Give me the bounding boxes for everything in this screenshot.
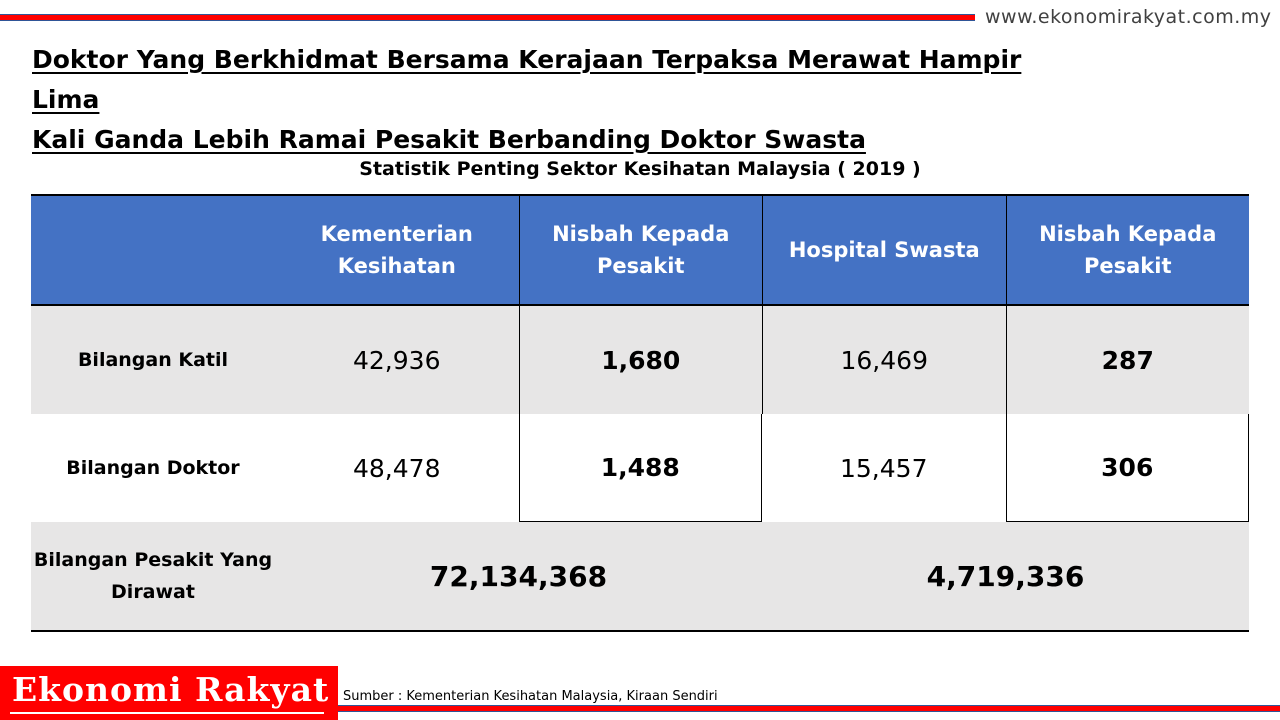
table-row: Bilangan Katil 42,936 1,680 16,469 287 (31, 306, 1249, 414)
swasta-ratio-value: 287 (1005, 306, 1250, 414)
site-url: www.ekonomirakyat.com.my (985, 6, 1272, 28)
table-row: Bilangan Doktor 48,478 1,488 15,457 306 (31, 414, 1249, 522)
stats-table: Kementerian Kesihatan Nisbah Kepada Pesa… (31, 194, 1249, 632)
swasta-patients: 4,719,336 (926, 559, 1085, 593)
table-header: Kementerian Kesihatan Nisbah Kepada Pesa… (31, 194, 1249, 306)
bottom-stripe (338, 705, 1280, 712)
table-row-patients: Bilangan Pesakit Yang Dirawat 72,134,368… (31, 522, 1249, 632)
kkm-ratio-value: 1,680 (518, 306, 763, 414)
top-stripe (0, 14, 975, 21)
table-title: Statistik Penting Sektor Kesihatan Malay… (359, 158, 921, 180)
swasta-ratio-value: 306 (1005, 414, 1249, 522)
kkm-patients: 72,134,368 (429, 559, 608, 593)
kkm-value: 48,478 (353, 453, 441, 483)
header-swasta: Hospital Swasta (762, 196, 1006, 304)
page-title: Doktor Yang Berkhidmat Bersama Kerajaan … (32, 40, 1042, 160)
kkm-ratio-value: 1,488 (518, 414, 762, 522)
logo: Ekonomi Rakyat (0, 666, 338, 720)
header-swasta-ratio: Nisbah Kepada Pesakit (1005, 196, 1250, 304)
row-label: Bilangan Doktor (66, 457, 240, 479)
row-label: Bilangan Katil (77, 349, 229, 371)
title-line-2: Kali Ganda Lebih Ramai Pesakit Berbandin… (32, 125, 866, 154)
swasta-value: 16,469 (762, 306, 1006, 414)
source-note: Sumber : Kementerian Kesihatan Malaysia,… (343, 689, 718, 704)
row-label: Bilangan Pesakit Yang Dirawat (33, 549, 273, 603)
kkm-value: 42,936 (353, 345, 441, 375)
swasta-value: 15,457 (840, 453, 928, 483)
header-kkm: Kementerian Kesihatan (320, 222, 473, 278)
logo-text: Ekonomi Rakyat (12, 670, 330, 709)
header-cell (31, 196, 275, 304)
title-line-1: Doktor Yang Berkhidmat Bersama Kerajaan … (32, 45, 1022, 114)
logo-underline (10, 712, 324, 714)
header-kkm-ratio: Nisbah Kepada Pesakit (518, 196, 763, 304)
